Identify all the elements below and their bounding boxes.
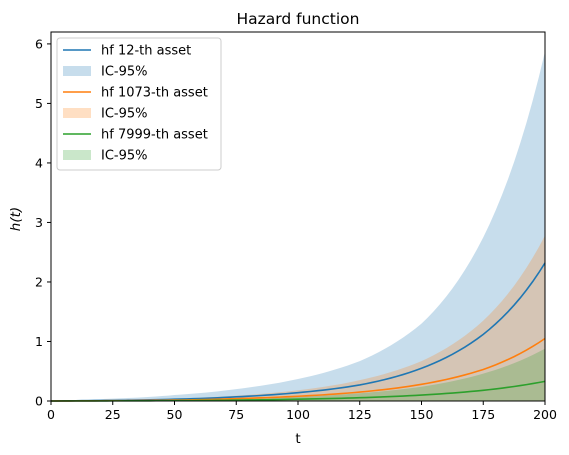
y-tick-label: 2 [35,274,43,289]
legend-label: IC-95% [101,65,148,80]
x-tick-label: 100 [286,407,310,422]
x-tick-label: 25 [105,407,121,422]
x-tick-label: 175 [471,407,495,422]
y-tick-label: 4 [35,155,43,170]
x-tick-label: 50 [167,407,183,422]
legend-patch-swatch [63,66,91,76]
x-axis-title: t [295,431,300,447]
confidence-band-1 [51,51,545,401]
confidence-band-2 [51,235,545,401]
legend-label: IC-95% [101,107,148,122]
y-tick-label: 3 [35,215,43,230]
y-tick-label: 6 [35,36,43,51]
x-tick-label: 0 [47,407,55,422]
x-tick-label: 125 [348,407,372,422]
confidence-band-3 [51,348,545,401]
legend-box [56,37,222,171]
legend-label: hf 1073-th asset [101,86,208,101]
y-tick-label: 1 [35,334,43,349]
x-axis-ticks: 0 25 50 75 100 125 150 175 200 [47,401,557,422]
y-tick-label: 0 [35,394,43,409]
legend: hf 12-th asset IC-95% hf 1073-th asset IC-9… [56,37,222,171]
y-axis-title: h(t) [8,207,24,231]
legend-label: IC-95% [101,149,148,164]
legend-label: hf 7999-th asset [101,128,208,143]
y-axis-ticks: 0 1 2 3 4 5 6 [35,36,51,409]
confidence-bands [51,51,545,401]
chart-title: Hazard function [237,10,360,28]
legend-patch-swatch [63,108,91,118]
x-tick-label: 200 [533,407,557,422]
legend-label: hf 12-th asset [101,44,191,59]
y-tick-label: 5 [35,96,43,111]
x-tick-label: 75 [228,407,244,422]
x-tick-label: 150 [410,407,434,422]
legend-patch-swatch [63,150,91,160]
